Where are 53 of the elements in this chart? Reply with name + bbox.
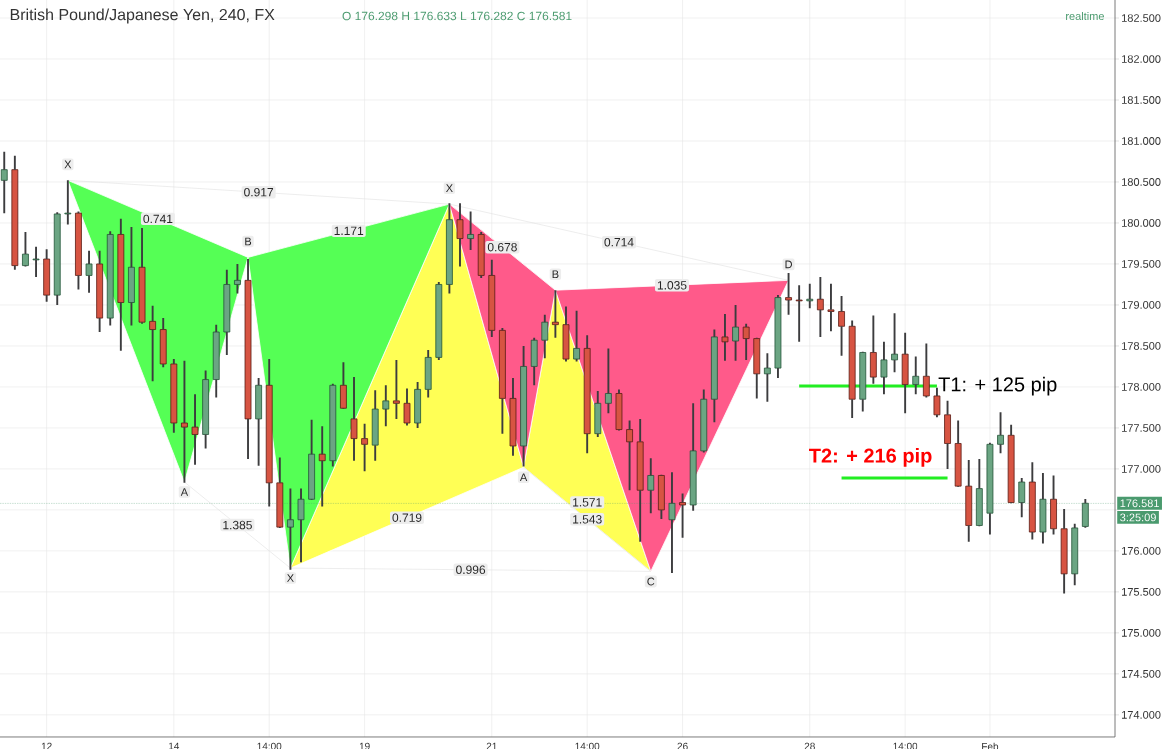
x-tick-label: 26 bbox=[677, 742, 688, 749]
x-tick-label: 28 bbox=[804, 742, 815, 749]
x-tick-label: 14:00 bbox=[575, 742, 600, 749]
annotation: X bbox=[287, 574, 294, 582]
annotation: 0.917 bbox=[244, 187, 274, 197]
annotation: 0.719 bbox=[392, 513, 422, 522]
annotation: 1.385 bbox=[223, 520, 252, 530]
annotation: 1.543 bbox=[573, 515, 602, 524]
annotation: A bbox=[180, 488, 189, 496]
annotation: 1.035 bbox=[657, 281, 687, 290]
y-tick-label: 182.500 bbox=[1122, 14, 1161, 22]
y-tick-label: 174.500 bbox=[1122, 669, 1161, 678]
y-tick-label: 179.500 bbox=[1122, 260, 1161, 268]
annotation: realtime bbox=[1066, 11, 1104, 21]
y-tick-label: 182.000 bbox=[1122, 55, 1161, 63]
y-tick-label: 180.500 bbox=[1122, 178, 1161, 186]
y-tick-label: 176.000 bbox=[1122, 547, 1161, 555]
y-tick-label: 177.000 bbox=[1122, 465, 1161, 473]
x-tick-label: 12 bbox=[41, 742, 52, 749]
x-tick-label: 19 bbox=[359, 742, 370, 749]
text: O 176.298 H 176.633 L 176.282 C 176.581 bbox=[342, 11, 572, 21]
annotation: T1: + 125 pip bbox=[938, 376, 1057, 396]
annotation: 0.996 bbox=[456, 565, 486, 574]
annotation: 1.171 bbox=[334, 226, 364, 235]
annotation: D bbox=[785, 260, 793, 269]
annotation: 0.714 bbox=[604, 237, 634, 247]
y-tick-label: 180.000 bbox=[1122, 219, 1161, 227]
y-tick-label: 175.000 bbox=[1122, 628, 1161, 637]
annotation: B bbox=[552, 270, 559, 278]
y-tick-label: 178.500 bbox=[1122, 342, 1161, 350]
y-tick-label: 178.000 bbox=[1122, 383, 1161, 391]
annotation: B bbox=[245, 237, 252, 246]
text: 3:25:09 bbox=[1120, 513, 1156, 522]
annotation: X bbox=[445, 184, 453, 192]
annotation: X bbox=[64, 160, 72, 169]
annotation: C bbox=[647, 577, 655, 586]
x-tick-label: 14:00 bbox=[257, 742, 282, 749]
x-tick-label: 14:00 bbox=[893, 742, 918, 749]
y-tick-label: 177.500 bbox=[1122, 424, 1161, 432]
annotation: T2: + 216 pip bbox=[809, 448, 932, 467]
annotation: 1.571 bbox=[573, 498, 602, 507]
annotation: 0.741 bbox=[143, 214, 173, 224]
y-tick-label: 175.500 bbox=[1122, 588, 1161, 596]
ref-line-label: 176.581 bbox=[1120, 499, 1159, 508]
y-tick-label: 174.000 bbox=[1122, 710, 1161, 719]
y-tick-label: 181.000 bbox=[1122, 137, 1161, 145]
x-tick-label: 21 bbox=[486, 742, 497, 749]
annotation: 0.678 bbox=[487, 242, 517, 252]
annotation: A bbox=[519, 473, 528, 482]
y-tick-label: 179.000 bbox=[1122, 301, 1161, 309]
text: British Pound/Japanese Yen, 240, FX bbox=[10, 8, 275, 24]
y-tick-label: 181.500 bbox=[1122, 96, 1161, 104]
x-tick-label: 14 bbox=[169, 742, 180, 749]
